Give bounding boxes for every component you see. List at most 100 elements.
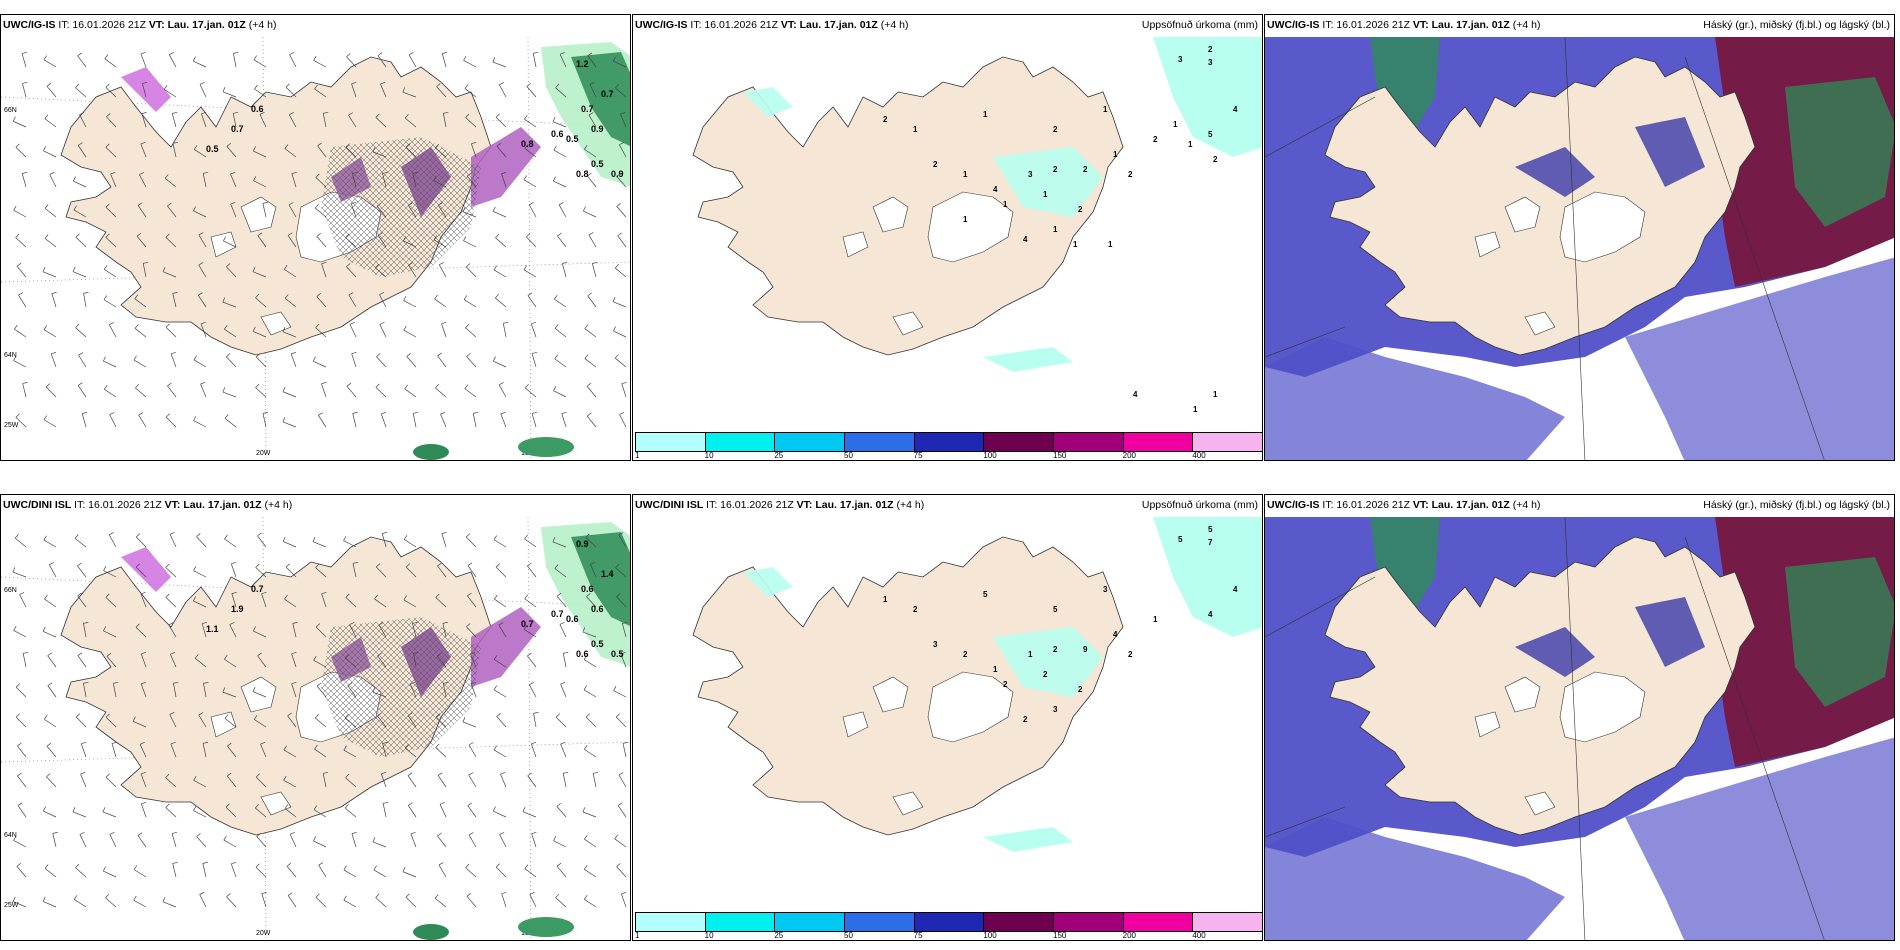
- wind-barb-flag: [465, 863, 470, 868]
- wind-barb: [375, 117, 387, 128]
- wind-barb-flag: [77, 592, 82, 597]
- wind-barb-flag: [141, 111, 147, 114]
- wind-barb: [554, 568, 567, 578]
- panel-variable-title: Háský (gr.), miðský (fj.bl.) og lágský (…: [1703, 19, 1890, 31]
- wind-barb: [404, 117, 417, 128]
- wind-barb: [135, 387, 147, 398]
- colorbar-tick: 10: [704, 451, 714, 460]
- boundary-line: [1564, 37, 1586, 460]
- wind-barb-flag: [375, 893, 380, 898]
- wind-barb: [556, 866, 567, 878]
- wind-barb: [16, 266, 27, 278]
- wind-barb: [345, 777, 357, 788]
- wind-barb: [527, 295, 537, 308]
- wind-barb-flag: [375, 113, 380, 118]
- wind-barb: [22, 83, 27, 98]
- boundary-line: [1684, 56, 1825, 460]
- wind-barb-flag: [435, 143, 439, 149]
- boundary-line: [1684, 536, 1825, 940]
- wind-barb-flag: [554, 324, 559, 329]
- wind-barb-flag: [165, 563, 170, 568]
- wind-barb: [378, 624, 387, 638]
- wind-barb: [376, 356, 387, 368]
- wind-barb-flag: [552, 537, 556, 543]
- wind-barb-flag: [199, 82, 205, 85]
- wind-barb-flag: [172, 142, 178, 144]
- colorbar-segment: [774, 432, 846, 452]
- wind-barb: [104, 58, 117, 68]
- wind-barb-flag: [12, 896, 16, 902]
- wind-barb: [223, 240, 237, 248]
- wind-barb: [616, 866, 627, 878]
- wind-barb-flag: [81, 741, 87, 745]
- wind-barb-flag: [286, 862, 292, 867]
- colorbar-tick: 400: [1192, 451, 1206, 460]
- wind-barb: [316, 296, 327, 308]
- wind-barb-flag: [233, 52, 239, 54]
- wind-barb-flag: [615, 563, 620, 568]
- wind-barb: [140, 653, 147, 668]
- wind-barb: [77, 145, 87, 158]
- wind-barb: [620, 653, 627, 668]
- wind-barb-flag: [614, 834, 618, 840]
- wind-barb-flag: [318, 412, 323, 416]
- precip-value: 3: [1028, 170, 1033, 179]
- wind-barb-flag: [13, 835, 17, 841]
- wind-barb: [527, 655, 537, 668]
- precip-value: 0.6: [251, 104, 264, 114]
- wind-barb-flag: [436, 83, 441, 87]
- colorbar-tick: 200: [1122, 931, 1137, 940]
- wind-barb: [524, 598, 537, 608]
- wind-barb-flag: [44, 714, 48, 720]
- wind-barb-flag: [381, 771, 387, 775]
- wind-barb: [435, 747, 447, 758]
- precip-value: 1: [1113, 150, 1118, 159]
- wind-barb-flag: [379, 322, 385, 325]
- wind-barb: [498, 384, 507, 398]
- wind-barb: [438, 864, 447, 878]
- wind-barb: [345, 237, 357, 248]
- precip-value: 3: [1103, 585, 1108, 594]
- wind-barb-flag: [16, 262, 22, 267]
- wind-barb: [403, 599, 417, 608]
- wind-barb-flag: [466, 172, 472, 177]
- wind-barb: [224, 418, 237, 428]
- wind-barb-flag: [321, 591, 327, 595]
- wind-barb: [587, 295, 597, 308]
- precip-area: [121, 547, 171, 592]
- wind-barb-flag: [529, 682, 534, 686]
- wind-barb: [315, 717, 327, 728]
- precip-value: 4: [1133, 390, 1138, 399]
- wind-barb-flag: [351, 351, 357, 355]
- precip-value: 1: [1043, 190, 1048, 199]
- wind-barb: [103, 870, 117, 878]
- wind-barb: [375, 897, 387, 908]
- wind-barb: [402, 91, 417, 98]
- precip-value: 2: [933, 160, 938, 169]
- wind-barb: [13, 840, 27, 848]
- wind-barb: [109, 834, 117, 848]
- wind-barb-flag: [106, 113, 111, 118]
- wind-barb-flag: [495, 293, 499, 299]
- wind-barb-flag: [589, 82, 595, 85]
- wind-barb: [465, 327, 477, 338]
- wind-barb-flag: [227, 772, 232, 777]
- wind-barb: [287, 895, 297, 908]
- wind-barb: [498, 624, 507, 638]
- wind-barb-flag: [583, 865, 588, 870]
- precip-value: 1: [1073, 240, 1078, 249]
- wind-barb: [201, 113, 207, 128]
- wind-barb: [42, 271, 57, 278]
- wind-barb: [433, 180, 447, 188]
- wind-barb-flag: [17, 742, 22, 747]
- wind-barb: [291, 683, 297, 698]
- wind-barb: [586, 385, 597, 398]
- wind-barb: [410, 833, 417, 848]
- wind-barb: [105, 147, 117, 158]
- wind-barb-flag: [289, 112, 294, 116]
- wind-barb-flag: [372, 687, 376, 693]
- wind-barb-flag: [165, 773, 170, 778]
- wind-barb: [198, 295, 207, 308]
- wind-barb: [559, 54, 567, 68]
- low-cloud: [1515, 627, 1595, 677]
